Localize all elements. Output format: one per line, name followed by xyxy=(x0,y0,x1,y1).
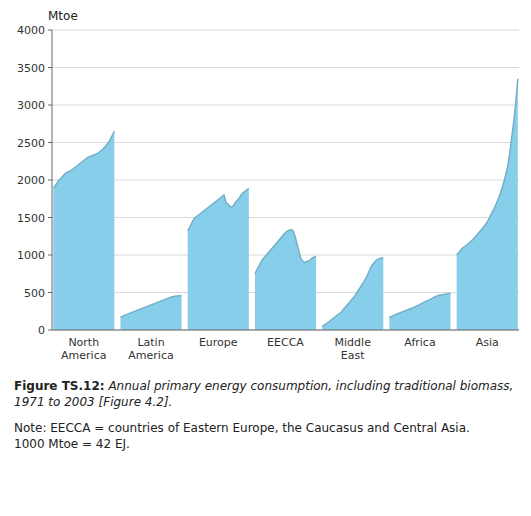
area-line xyxy=(255,230,316,274)
area-line xyxy=(457,79,518,255)
areas xyxy=(53,79,518,330)
y-tick-label: 2000 xyxy=(17,174,45,187)
area-line xyxy=(188,188,249,231)
area xyxy=(188,188,249,330)
y-tick-label: 500 xyxy=(24,287,45,300)
y-tick xyxy=(48,292,52,293)
y-axis xyxy=(52,30,53,330)
y-tick xyxy=(48,67,52,68)
note: Note: EECCA = countries of Eastern Europ… xyxy=(14,420,517,452)
y-tick-label: 4000 xyxy=(17,24,45,37)
grid-line xyxy=(52,180,519,181)
x-tick-label: MiddleEast xyxy=(335,336,372,362)
area-line xyxy=(120,296,181,318)
grid-line xyxy=(52,67,519,68)
grid xyxy=(52,30,519,330)
y-tick xyxy=(48,142,52,143)
y-tick-label: 1500 xyxy=(17,212,45,225)
grid-line xyxy=(52,30,519,31)
y-tick xyxy=(48,255,52,256)
y-tick-label: 1000 xyxy=(17,249,45,262)
x-tick-label: Africa xyxy=(404,336,435,349)
grid-line xyxy=(52,217,519,218)
area xyxy=(53,131,114,330)
y-tick-label: 0 xyxy=(38,324,45,337)
grid-line xyxy=(52,142,519,143)
y-tick-label: 3500 xyxy=(17,62,45,75)
y-tick xyxy=(48,105,52,106)
area-line xyxy=(389,293,450,317)
area xyxy=(322,258,383,330)
x-tick-label: Asia xyxy=(476,336,499,349)
y-tick-label: 3000 xyxy=(17,99,45,112)
area xyxy=(255,230,316,331)
y-tick xyxy=(48,30,52,31)
x-tick-label: Europe xyxy=(199,336,238,349)
y-tick xyxy=(48,330,52,331)
area xyxy=(389,293,450,330)
grid-line xyxy=(52,330,519,331)
x-tick-label: EECCA xyxy=(267,336,304,349)
area-line xyxy=(322,258,383,326)
y-tick xyxy=(48,180,52,181)
area xyxy=(457,79,518,330)
caption: Figure TS.12: Annual primary energy cons… xyxy=(14,378,517,410)
x-tick-label: NorthAmerica xyxy=(61,336,106,362)
y-tick xyxy=(48,217,52,218)
y-axis-label: Mtoe xyxy=(48,9,78,23)
caption-label: Figure TS.12: xyxy=(14,379,105,393)
area xyxy=(120,296,181,331)
x-tick-label: LatinAmerica xyxy=(128,336,173,362)
y-tick-label: 2500 xyxy=(17,137,45,150)
grid-line xyxy=(52,105,519,106)
x-axis xyxy=(52,330,519,331)
chart: 0 500 1000 1500 2000 2500 3000 3500 4000 NorthAme… xyxy=(0,0,531,372)
area-line xyxy=(53,131,114,187)
